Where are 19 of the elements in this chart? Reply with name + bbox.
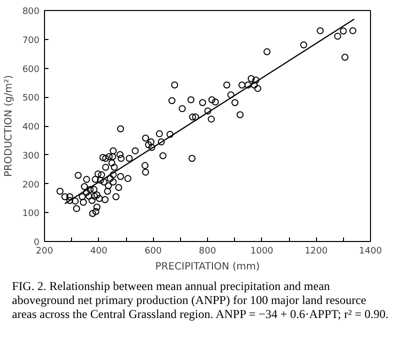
y-tick-label: 800 [22, 7, 40, 17]
y-tick-label: 300 [22, 151, 40, 162]
x-tick-label: 1200 [304, 246, 328, 256]
x-tick-label: 200 [36, 246, 54, 256]
y-tick-label: 100 [22, 209, 40, 220]
x-tick-label: 600 [144, 246, 162, 256]
y-tick-label: 600 [22, 64, 40, 75]
x-tick-label: 400 [90, 246, 108, 256]
y-tick-label: 700 [22, 36, 40, 46]
x-axis-title: PRECIPITATION (mm) [155, 262, 260, 272]
x-tick-label: 1000 [250, 246, 274, 256]
y-axis-title: PRODUCTION (g/m²) [3, 75, 14, 177]
x-tick-label: 800 [198, 246, 216, 256]
y-tick-label: 200 [22, 180, 40, 190]
caption: FIG. 2. Relationship between mean annual precipitation and mean aboveground net primary production (ANPP) for 100 major land resource areas across the Central Grassland region. ANPP = −34 + 0.6·APPT; r² = 0.90. [12, 279, 390, 322]
y-tick-label: 500 [22, 94, 40, 104]
x-tick-label: 1400 [359, 246, 382, 256]
y-tick-label: 400 [22, 122, 40, 132]
y-tick-label: 0 [34, 238, 40, 248]
